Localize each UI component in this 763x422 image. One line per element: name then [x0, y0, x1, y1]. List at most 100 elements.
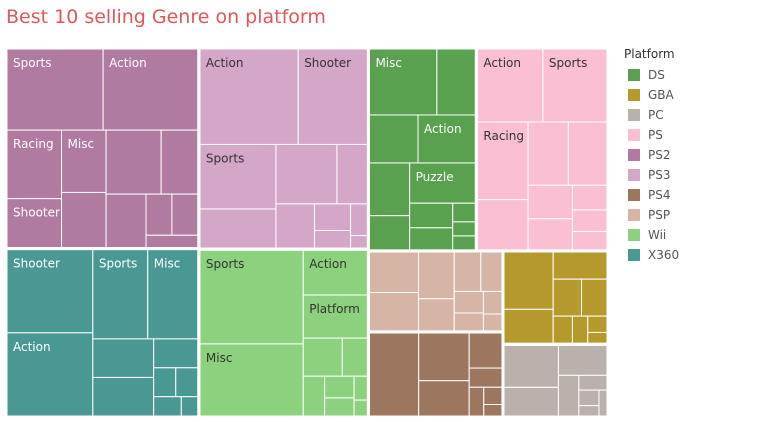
treemap-tile-pc-genre-4[interactable]	[578, 374, 608, 391]
treemap-tile-gba-genre-0[interactable]	[503, 251, 554, 310]
treemap-tile-pc-genre-0[interactable]	[503, 344, 559, 388]
legend-item-x360[interactable]: X360	[624, 245, 679, 265]
treemap-tile-ps2-genre-7[interactable]	[160, 129, 199, 195]
treemap-tile-wii-genre-9[interactable]	[353, 375, 368, 401]
treemap-tile-ps4-genre-2[interactable]	[418, 380, 470, 417]
treemap-tile-wii-genre-8[interactable]	[324, 397, 355, 417]
treemap-tile-gba-genre-8[interactable]	[587, 331, 608, 344]
treemap-tile-ds-genre-11[interactable]	[452, 235, 476, 251]
treemap-tile-gba-genre-2[interactable]	[552, 251, 608, 280]
treemap-tile-ps3-genre-7[interactable]	[313, 203, 352, 231]
treemap-tile-wii-genre-4[interactable]	[302, 337, 343, 377]
treemap-tile-ds-puzzle[interactable]	[409, 162, 476, 204]
legend-item-ds[interactable]: DS	[624, 65, 679, 85]
treemap-tile-pc-genre-3[interactable]	[557, 374, 580, 417]
treemap-tile-gba-genre-1[interactable]	[503, 308, 554, 344]
treemap-tile-psp-genre-6[interactable]	[453, 290, 484, 314]
treemap-tile-ps3-genre-6[interactable]	[275, 203, 315, 249]
treemap-tile-x360-action[interactable]	[6, 332, 94, 417]
treemap-tile-wii-genre-10[interactable]	[353, 399, 368, 417]
treemap-tile-x360-genre-4[interactable]	[92, 338, 155, 378]
treemap-tile-wii-misc[interactable]	[199, 343, 304, 417]
treemap-tile-ps4-genre-6[interactable]	[483, 386, 503, 405]
treemap-tile-ps3-genre-4[interactable]	[275, 143, 338, 205]
legend-item-wii[interactable]: Wii	[624, 225, 679, 245]
legend-item-psp[interactable]: PSP	[624, 205, 679, 225]
treemap-tile-ps-genre-3[interactable]	[476, 199, 529, 251]
legend-item-ps[interactable]: PS	[624, 125, 679, 145]
treemap-tile-gba-genre-6[interactable]	[571, 315, 589, 344]
treemap-tile-ps2-genre-8[interactable]	[105, 193, 147, 249]
treemap-tile-ps-genre-7[interactable]	[527, 218, 573, 251]
treemap-tile-ds-genre-10[interactable]	[452, 221, 476, 237]
treemap-tile-psp-genre-5[interactable]	[480, 251, 503, 292]
treemap-tile-psp-genre-1[interactable]	[368, 292, 419, 332]
treemap-tile-ps-sports[interactable]	[542, 48, 608, 123]
treemap-tile-x360-genre-10[interactable]	[180, 396, 199, 417]
treemap-tile-ps4-genre-5[interactable]	[468, 386, 485, 417]
treemap-tile-x360-genre-5[interactable]	[92, 376, 155, 417]
treemap-tile-x360-genre-7[interactable]	[153, 367, 177, 398]
treemap-tile-pc-genre-5[interactable]	[578, 389, 600, 407]
treemap-tile-ps2-misc[interactable]	[61, 129, 107, 193]
treemap-tile-wii-genre-5[interactable]	[341, 337, 368, 377]
treemap-tile-ps3-genre-8[interactable]	[313, 230, 352, 249]
treemap-tile-ds-misc[interactable]	[368, 48, 438, 116]
treemap-tile-wii-sports[interactable]	[199, 249, 304, 345]
treemap-tile-ps4-genre-7[interactable]	[483, 404, 503, 417]
treemap-tile-psp-genre-8[interactable]	[482, 290, 503, 315]
treemap-tile-ps-genre-9[interactable]	[571, 209, 608, 232]
treemap-tile-psp-genre-4[interactable]	[453, 251, 482, 292]
treemap-tile-wii-genre-6[interactable]	[302, 375, 326, 417]
treemap-tile-psp-genre-0[interactable]	[368, 251, 419, 293]
treemap-tile-psp-genre-7[interactable]	[453, 312, 484, 332]
legend-item-ps4[interactable]: PS4	[624, 185, 679, 205]
treemap-tile-x360-genre-8[interactable]	[175, 367, 199, 398]
treemap-tile-ps3-shooter[interactable]	[297, 48, 368, 145]
legend-item-gba[interactable]: GBA	[624, 85, 679, 105]
treemap-tile-ps2-genre-9[interactable]	[145, 193, 173, 236]
treemap-tile-gba-genre-3[interactable]	[552, 278, 583, 317]
treemap-tile-ps2-genre-6[interactable]	[105, 129, 162, 195]
treemap-tile-ps3-genre-3[interactable]	[199, 208, 277, 249]
treemap-tile-ds-genre-7[interactable]	[409, 202, 454, 229]
treemap-tile-ps-genre-6[interactable]	[527, 184, 573, 220]
treemap-tile-ps2-genre-10[interactable]	[171, 193, 199, 236]
treemap-tile-pc-genre-1[interactable]	[503, 386, 559, 417]
treemap-tile-gba-genre-5[interactable]	[552, 315, 573, 344]
treemap-tile-ds-genre-4[interactable]	[368, 162, 411, 217]
treemap-tile-ps4-genre-1[interactable]	[418, 332, 470, 382]
legend-item-ps2[interactable]: PS2	[624, 145, 679, 165]
treemap-tile-pc-genre-2[interactable]	[557, 344, 608, 376]
legend-item-pc[interactable]: PC	[624, 105, 679, 125]
treemap-tile-x360-genre-9[interactable]	[153, 396, 182, 417]
treemap-tile-psp-genre-3[interactable]	[417, 298, 455, 332]
legend-item-ps3[interactable]: PS3	[624, 165, 679, 185]
treemap-tile-gba-genre-7[interactable]	[587, 315, 608, 333]
treemap-tile-ps4-genre-4[interactable]	[468, 367, 503, 388]
treemap-tile-ps-genre-5[interactable]	[567, 121, 608, 186]
treemap-tile-ps3-genre-10[interactable]	[350, 235, 368, 249]
treemap-tile-x360-sports[interactable]	[92, 249, 149, 340]
treemap-tile-wii-genre-7[interactable]	[324, 375, 355, 399]
treemap-tile-gba-genre-4[interactable]	[581, 278, 608, 317]
treemap-tile-ps4-genre-3[interactable]	[468, 332, 503, 369]
treemap-tile-ps-genre-10[interactable]	[571, 230, 608, 251]
treemap-tile-ps2-genre-5[interactable]	[61, 191, 107, 249]
treemap-tile-ps3-genre-5[interactable]	[336, 143, 368, 205]
treemap-tile-ds-genre-2[interactable]	[368, 114, 419, 164]
treemap-tile-ds-genre-5[interactable]	[368, 215, 411, 251]
treemap-tile-psp-genre-2[interactable]	[417, 251, 455, 300]
treemap-tile-pc-genre-6[interactable]	[578, 405, 600, 417]
treemap-tile-ps2-genre-11[interactable]	[145, 234, 199, 249]
treemap-tile-ps-genre-4[interactable]	[527, 121, 569, 186]
treemap-tile-ps3-genre-9[interactable]	[350, 203, 368, 237]
treemap-tile-ds-genre-9[interactable]	[452, 202, 476, 223]
treemap-tile-pc-genre-7[interactable]	[598, 389, 608, 417]
treemap-tile-x360-genre-6[interactable]	[153, 338, 199, 369]
treemap-tile-ds-genre-1[interactable]	[436, 48, 476, 116]
treemap-tile-ps4-genre-0[interactable]	[368, 332, 420, 417]
treemap-tile-wii-platform[interactable]	[302, 294, 368, 339]
treemap-tile-x360-misc[interactable]	[147, 249, 199, 340]
treemap-tile-psp-genre-9[interactable]	[482, 313, 503, 332]
